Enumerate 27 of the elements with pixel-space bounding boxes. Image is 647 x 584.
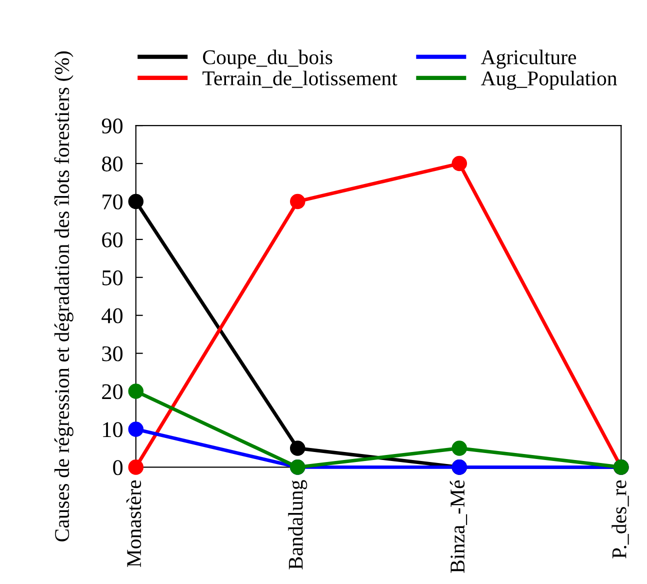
point [128,194,144,210]
y-tick-label: 30 [102,346,123,362]
x-tick-label: P._des_re [612,480,629,558]
point [452,440,468,456]
legend-label: Aug_Population [480,70,618,90]
y-tick-label: 40 [102,308,123,324]
y-tick-label: 0 [113,460,123,476]
point [128,384,144,399]
point [128,460,144,475]
point [290,440,306,456]
y-tick-label: 70 [102,194,123,210]
legend-label: Coupe_du_bois [203,50,332,69]
point [452,156,468,172]
x-tick-label: Monastère [126,480,142,568]
y-tick-label: 80 [102,156,123,172]
point [128,422,144,437]
legend-label: Agriculture [480,50,576,69]
legend-label: Terrain_de_lotissement [202,70,398,88]
y-tick-label: 90 [102,118,123,134]
y-tick-label: 20 [102,384,123,400]
y-tick-label: 60 [102,232,123,248]
x-tick-label: Binza_-Mé [450,480,468,573]
y-axis-title: Causes de régression et dégradation des îlots forestiers (%) [54,51,74,542]
x-tick-label: Bandalung [288,480,308,570]
y-tick-label: 10 [103,422,123,438]
y-tick-label: 50 [102,270,123,286]
point [290,194,306,210]
